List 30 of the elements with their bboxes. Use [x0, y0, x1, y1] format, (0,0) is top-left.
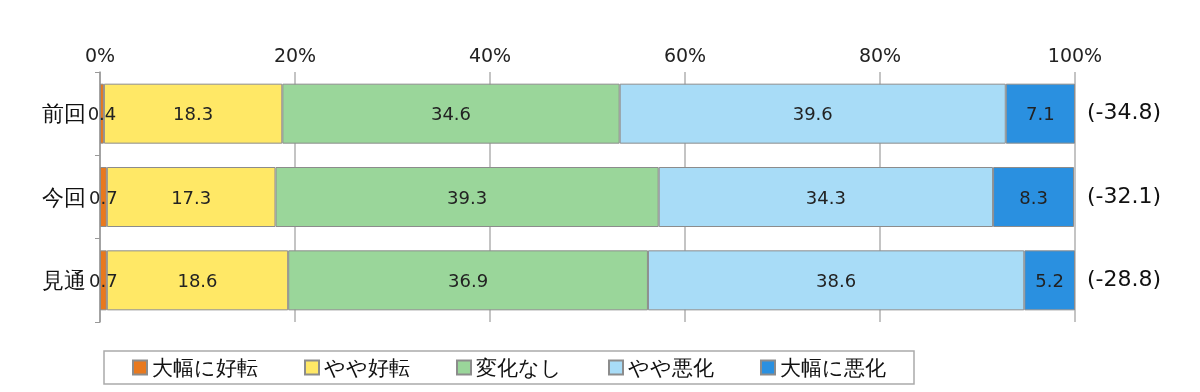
data-label: 5.2	[1035, 269, 1064, 291]
data-label: 34.6	[430, 103, 472, 125]
data-label: 18.3	[173, 103, 214, 125]
data-label: 36.9	[448, 269, 489, 291]
x-tick-label: 20%	[273, 43, 317, 66]
text: (-32.1)	[1087, 182, 1162, 208]
y-tick-label: 見通	[42, 267, 86, 293]
legend-label: 変化なし	[476, 355, 562, 380]
legend-label: 大幅に悪化	[780, 355, 886, 380]
data-label: 38.6	[816, 269, 857, 291]
y-tick-label: 今回	[42, 184, 86, 210]
data-label: 39.3	[447, 186, 488, 208]
text: (-34.8)	[1087, 99, 1162, 125]
x-tick-label: 80%	[858, 43, 902, 66]
data-label: 34.3	[805, 186, 846, 208]
x-tick-label: 60%	[663, 43, 707, 66]
x-tick-label: 40%	[468, 43, 512, 66]
text: (-28.8)	[1087, 265, 1162, 291]
data-label: 0.4	[87, 103, 117, 125]
data-label: 18.6	[177, 269, 218, 291]
data-label: 39.6	[792, 103, 833, 125]
data-label: 7.1	[1026, 103, 1055, 125]
data-label: 17.3	[171, 186, 212, 208]
legend-label: 大幅に好転	[152, 355, 258, 380]
legend-label: やや悪化	[628, 355, 714, 380]
x-tick-label: 0%	[84, 43, 116, 66]
x-tick-label: 100%	[1047, 43, 1103, 66]
y-tick-label: 前回	[42, 101, 86, 127]
legend-label: やや好転	[324, 355, 410, 380]
data-label: 8.3	[1019, 186, 1048, 208]
